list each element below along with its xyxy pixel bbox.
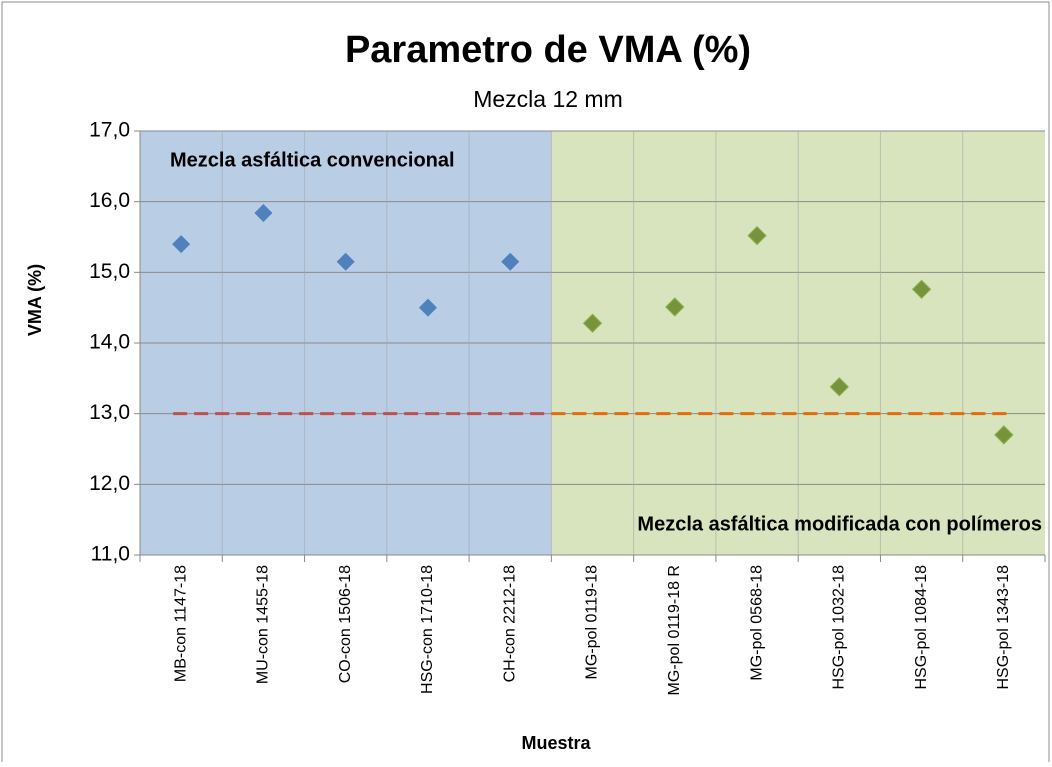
data-point — [418, 298, 437, 317]
x-axis-label: Muestra — [521, 733, 591, 753]
data-point — [582, 313, 603, 333]
x-tick-label: HSG-pol 1084-18 — [913, 565, 930, 690]
x-tick-label: HSG-pol 1343-18 — [995, 565, 1012, 690]
y-tick-label: 13,0 — [89, 401, 130, 424]
y-tick-label: 16,0 — [89, 189, 130, 212]
data-point — [254, 203, 273, 222]
x-tick-label: HSG-con 1710-18 — [419, 565, 436, 694]
x-tick-label: CO-con 1506-18 — [337, 565, 354, 683]
x-tick-label: MG-pol 0568-18 — [748, 565, 765, 681]
data-point — [829, 377, 850, 397]
chart-title: Parametro de VMA (%) — [345, 29, 751, 71]
x-tick-label: HSG-pol 1032-18 — [831, 565, 848, 690]
x-tick-label: MG-pol 0119-18 — [584, 565, 601, 680]
x-tick-label: MG-pol 0119-18 R — [666, 565, 683, 695]
y-tick-label: 14,0 — [89, 331, 130, 354]
x-tick-label: MB-con 1147-18 — [172, 565, 189, 682]
x-tick-label: MU-con 1455-18 — [255, 565, 272, 684]
region-label: Mezcla asfáltica convencional — [170, 149, 455, 171]
chart-subtitle: Mezcla 12 mm — [473, 86, 623, 112]
data-point — [665, 297, 685, 317]
y-axis-label: VMA (%) — [25, 264, 45, 336]
region-label: Mezcla asfáltica modificada con polímero… — [637, 513, 1042, 535]
data-point — [336, 252, 355, 271]
x-tick-label: CH-con 2212-18 — [501, 565, 518, 683]
y-tick-label: 15,0 — [89, 260, 130, 283]
y-tick-label: 12,0 — [89, 472, 130, 495]
y-tick-label: 17,0 — [89, 119, 130, 142]
data-point — [501, 252, 520, 271]
data-point — [911, 279, 932, 300]
data-point — [747, 225, 767, 246]
data-point — [172, 235, 191, 254]
y-tick-label: 11,0 — [91, 543, 130, 566]
data-point — [994, 425, 1014, 445]
